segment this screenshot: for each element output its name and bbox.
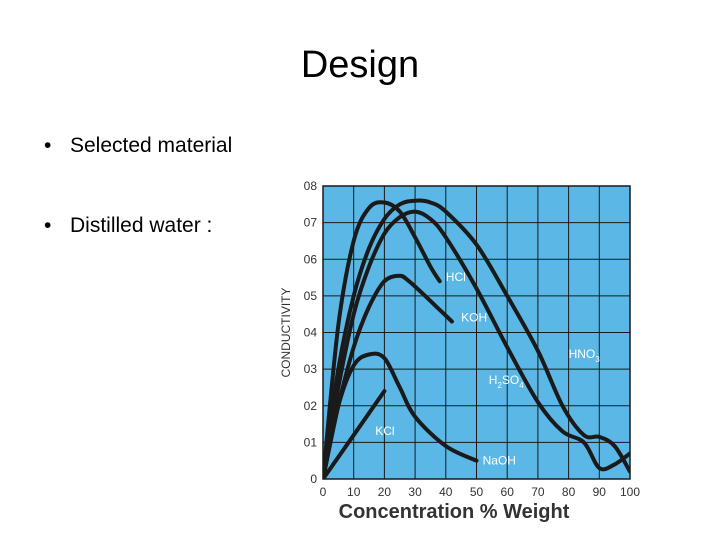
y-tick-label: 06 bbox=[304, 252, 318, 266]
x-tick-label: 100 bbox=[620, 485, 640, 499]
curve-label-hso: H2SO4 bbox=[489, 373, 524, 390]
grid-lines bbox=[323, 186, 630, 479]
y-tick-label: 05 bbox=[304, 289, 318, 303]
y-tick-label: 02 bbox=[304, 399, 318, 413]
x-tick-label: 10 bbox=[347, 485, 361, 499]
curve-label-hno: HNO3 bbox=[569, 347, 601, 364]
series-line-naoh bbox=[323, 351, 479, 479]
bullet-item-selected-material: • Selected material bbox=[44, 134, 232, 158]
x-tick-label: 70 bbox=[531, 485, 545, 499]
slide-title: Design bbox=[300, 44, 420, 86]
bullet-icon: • bbox=[44, 214, 52, 237]
bullet-text: Distilled water : bbox=[70, 214, 213, 237]
series-line-hno3 bbox=[323, 198, 630, 479]
curve-label-kcl: KCl bbox=[375, 424, 394, 438]
y-tick-label: 01 bbox=[304, 435, 318, 449]
y-tick-label: 08 bbox=[304, 179, 318, 193]
y-axis-label: CONDUCTIVITY bbox=[279, 288, 293, 378]
conductivity-chart: 0 10 20 30 40 50 60 70 80 90 100 0 01 02 03 04 05 06 07 08 C… bbox=[279, 179, 640, 522]
curve-label-naoh: NaOH bbox=[483, 453, 516, 467]
x-axis-label: Concentration % Weight bbox=[339, 501, 570, 522]
y-tick-label: 03 bbox=[304, 362, 318, 376]
y-tick-label: 04 bbox=[304, 326, 318, 340]
bullet-text: Selected material bbox=[70, 134, 233, 157]
bullet-item-distilled-water: • Distilled water : bbox=[44, 214, 212, 238]
bullet-icon: • bbox=[44, 134, 52, 157]
x-tick-label: 50 bbox=[470, 485, 484, 499]
series-line-kcl bbox=[323, 389, 387, 479]
x-tick-label: 30 bbox=[408, 485, 422, 499]
x-tick-label: 80 bbox=[562, 485, 576, 499]
curve-label-hcl: HCl bbox=[446, 270, 466, 284]
x-tick-label: 40 bbox=[439, 485, 453, 499]
series-line-hcl bbox=[323, 200, 442, 479]
x-tick-label: 90 bbox=[593, 485, 607, 499]
x-tick-label: 0 bbox=[320, 485, 327, 499]
y-tick-label: 07 bbox=[304, 216, 318, 230]
curve-label-koh: KOH bbox=[461, 311, 487, 325]
y-tick-label: 0 bbox=[310, 472, 317, 486]
x-tick-label: 20 bbox=[378, 485, 392, 499]
series-line-h2so4 bbox=[323, 209, 630, 479]
x-tick-label: 60 bbox=[501, 485, 515, 499]
